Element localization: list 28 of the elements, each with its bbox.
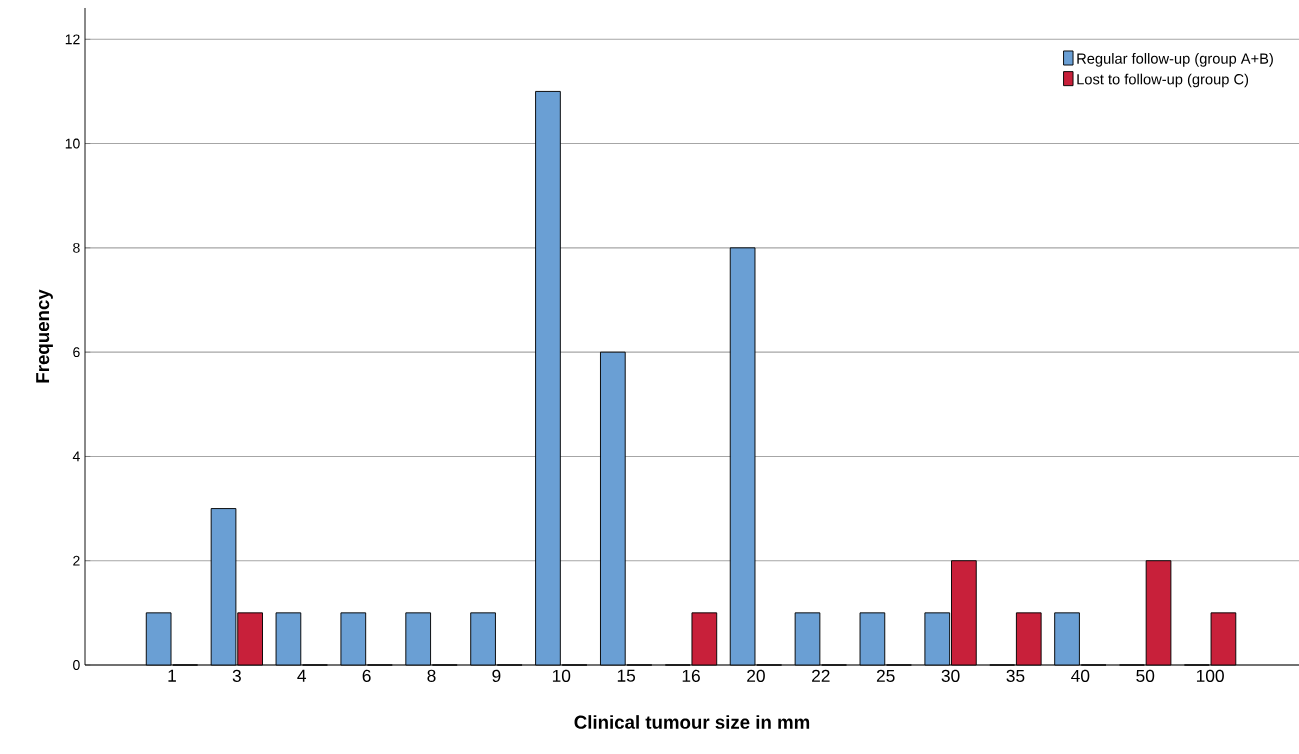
x-tick-label: 16 [682, 669, 700, 682]
y-tick-label: 12 [65, 34, 80, 45]
x-tick-label: 100 [1196, 669, 1224, 682]
x-tick-label: 4 [297, 669, 307, 682]
x-axis-title: Clinical tumour size in mm [574, 715, 810, 729]
y-tick-label: 4 [72, 451, 80, 462]
legend-label: Regular follow-up (group A+B) [1077, 53, 1273, 67]
legend-label: Lost to follow-up (group C) [1077, 73, 1249, 88]
x-tick-label: 30 [941, 669, 960, 682]
y-tick-label: 8 [73, 242, 80, 253]
x-tick-label: 40 [1071, 669, 1090, 682]
y-tick-label: 2 [73, 555, 80, 566]
y-axis-title: Frequency [36, 289, 53, 383]
x-tick-label: 10 [552, 669, 571, 682]
x-tick-label: 9 [492, 669, 501, 682]
x-tick-label: 50 [1136, 669, 1155, 682]
x-tick-label: 15 [617, 669, 636, 682]
y-tick-label: 6 [73, 347, 80, 358]
x-tick-label: 25 [876, 669, 895, 682]
x-tick-label: 35 [1006, 669, 1025, 682]
x-tick-label: 1 [168, 669, 176, 682]
y-tick-label: 0 [73, 660, 80, 670]
x-tick-label: 8 [427, 669, 436, 682]
x-tick-label: 20 [747, 669, 765, 682]
x-tick-label: 6 [362, 669, 371, 682]
x-tick-label: 3 [232, 669, 241, 682]
y-tick-label: 10 [65, 138, 80, 149]
x-tick-label: 22 [812, 669, 830, 682]
